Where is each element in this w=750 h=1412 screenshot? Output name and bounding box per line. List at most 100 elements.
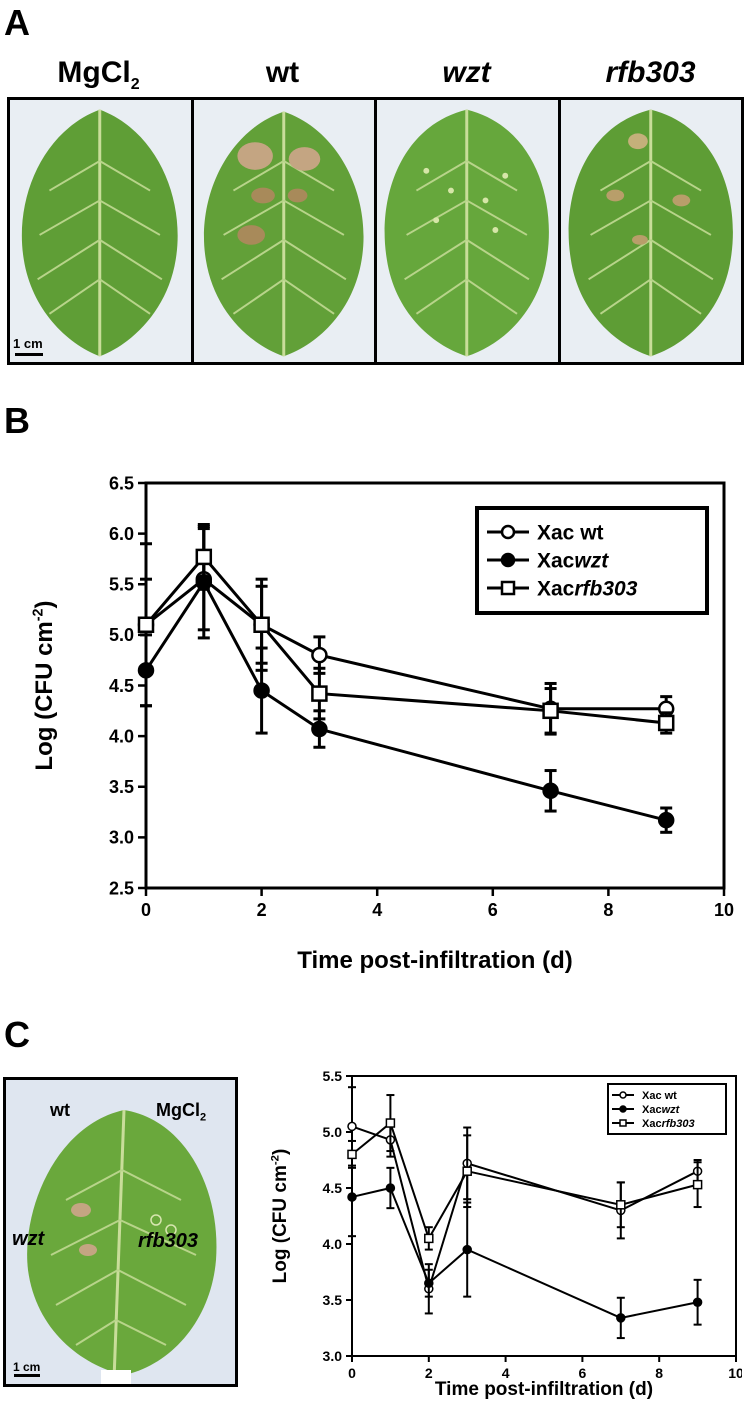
marker-open-square <box>311 685 328 702</box>
legend-label-main: Xac wt <box>537 521 604 544</box>
y-axis-label: Log (CFU cm-2) <box>269 1149 291 1284</box>
scale-label-c: 1 cm <box>13 1360 41 1374</box>
photo-c: wt MgCl2 wzt rfb303 1 cm <box>3 1077 238 1387</box>
x-tick-label: 6 <box>488 900 498 920</box>
x-tick-label: 6 <box>579 1365 587 1381</box>
series-line <box>351 1186 698 1319</box>
marker-open-circle <box>619 1091 627 1099</box>
marker-filled-circle <box>657 811 675 829</box>
photo-c-wt-label: wt <box>50 1100 70 1120</box>
marker-open-circle <box>347 1121 357 1132</box>
marker-filled-circle <box>692 1297 703 1307</box>
chart-b: 0 2 4 6 8 10 2.5 3.0 3.5 4.0 4.5 5.0 5.5 6.0 6.5 Time p… <box>30 473 734 974</box>
legend-label-main: Xac <box>537 577 575 600</box>
marker-open-circle <box>311 646 328 664</box>
x-tick-label: 0 <box>141 900 151 920</box>
y-axis-label-sup: -2 <box>269 1155 281 1165</box>
y-tick-label: 3.5 <box>323 1292 343 1308</box>
series-2 <box>137 525 675 834</box>
leaf-title-wzt: wzt <box>442 56 491 89</box>
leaf-title-mgcl2: MgCl2 <box>7 56 190 94</box>
y-axis-label-main: Log (CFU cm <box>31 621 58 770</box>
series-line <box>351 1125 699 1293</box>
y-tick-label: 4.5 <box>109 676 134 696</box>
legend-label: Xac wt <box>642 1090 677 1102</box>
chart-c: 0 2 4 6 8 10 3.0 3.5 4.0 4.5 5.0 5.5 Time post-infil… <box>269 1068 742 1400</box>
legend-label-italic: wzt <box>662 1104 681 1116</box>
series-line <box>144 579 667 822</box>
marker-open-square <box>195 548 213 566</box>
y-tick-label: 6.0 <box>109 524 134 544</box>
series-3 <box>137 523 675 735</box>
series-line <box>145 577 667 711</box>
y-tick-label: 5.5 <box>109 575 134 595</box>
legend-label: Xacrfb303 <box>642 1118 695 1130</box>
marker-open-square <box>385 1118 396 1128</box>
legend-label: Xac wt <box>537 521 604 544</box>
leaf-photo-wzt <box>377 100 561 362</box>
marker-filled-circle <box>311 720 328 738</box>
marker-filled-circle <box>616 1313 626 1323</box>
x-tick-label: 10 <box>728 1365 742 1381</box>
y-tick-label: 5.0 <box>323 1124 343 1140</box>
legend-label-italic: rfb303 <box>662 1118 695 1130</box>
x-tick-label: 4 <box>372 900 382 920</box>
leaf-rfb303-image <box>568 109 733 357</box>
marker-filled-circle <box>500 552 516 568</box>
leaf-photo-rfb303 <box>560 100 741 362</box>
scale-bar-a <box>15 353 43 356</box>
photo-c-mgcl2-label: MgCl2 <box>156 1100 206 1124</box>
marker-open-square <box>137 616 155 633</box>
y-tick-label: 6.5 <box>109 473 134 493</box>
y-tick-label: 3.5 <box>109 777 134 797</box>
legend-label: Xacwzt <box>537 549 609 572</box>
series-line <box>144 554 667 725</box>
marker-filled-circle <box>347 1192 357 1202</box>
legend-label: Xacrfb303 <box>537 577 638 600</box>
leaf-photo-wt <box>193 100 377 362</box>
scale-label-a: 1 cm <box>13 336 43 351</box>
x-tick-label: 4 <box>502 1365 510 1381</box>
marker-open-square <box>657 714 675 732</box>
marker-open-square <box>619 1119 627 1127</box>
marker-filled-circle <box>619 1105 627 1113</box>
x-axis-label: Time post-infiltration (d) <box>297 947 573 974</box>
marker-filled-circle <box>542 782 559 800</box>
leaf-title-rfb303: rfb303 <box>605 56 696 89</box>
series-3 <box>347 1094 703 1251</box>
marker-filled-circle <box>385 1183 396 1193</box>
legend-label-italic: rfb303 <box>574 577 637 600</box>
legend-label-main: Xac <box>537 549 575 572</box>
panel-b-label: B <box>4 400 30 441</box>
legend-label: Xacwzt <box>642 1104 681 1116</box>
series-line <box>351 1121 698 1241</box>
y-tick-label: 5.0 <box>109 625 134 645</box>
y-axis-label-main: Log (CFU cm <box>270 1165 291 1283</box>
leaf-title-mgcl2-text: MgCl <box>57 56 131 89</box>
leaf-photo-row: 1 cm <box>7 97 744 365</box>
x-tick-label: 10 <box>714 900 734 920</box>
series-2 <box>347 1156 703 1340</box>
x-tick-label: 2 <box>425 1365 433 1381</box>
y-axis-label-end: ) <box>270 1149 291 1155</box>
marker-open-square <box>500 580 516 596</box>
marker-filled-circle <box>424 1278 434 1288</box>
marker-filled-circle <box>253 682 270 699</box>
marker-open-circle <box>500 524 516 540</box>
leaf-photo-mgcl2: 1 cm <box>10 100 194 362</box>
legend-label-main: Xac <box>642 1118 662 1130</box>
panel-a-label: A <box>4 2 30 43</box>
x-tick-label: 8 <box>655 1365 663 1381</box>
y-axis-label-end: ) <box>31 600 58 608</box>
marker-open-square <box>542 702 559 720</box>
photo-c-wzt-label: wzt <box>12 1228 45 1250</box>
x-tick-label: 0 <box>348 1365 356 1381</box>
marker-open-square <box>253 616 270 633</box>
y-axis-label-sup: -2 <box>30 608 46 621</box>
y-axis-label: Log (CFU cm-2) <box>30 600 58 770</box>
legend-label-main: Xac wt <box>642 1090 677 1102</box>
leaf-title-mgcl2-sub: 2 <box>130 76 140 93</box>
legend: Xac wt Xacwzt Xacrfb303 <box>607 1083 727 1135</box>
leaf-c-image <box>27 1109 217 1384</box>
